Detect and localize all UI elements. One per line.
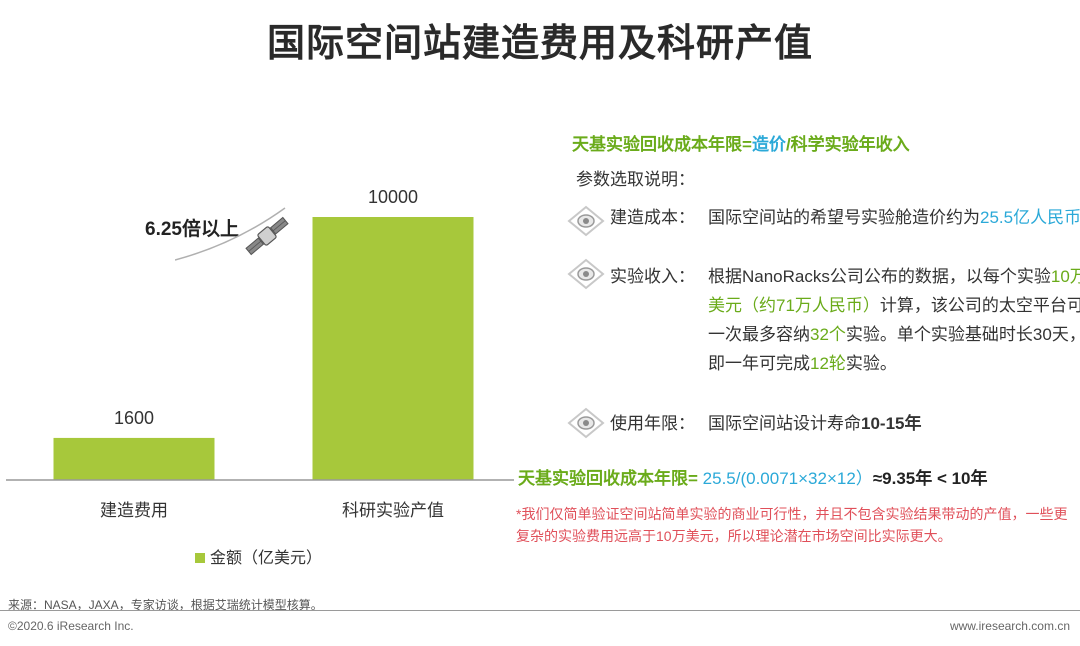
footer-divider bbox=[0, 610, 1080, 611]
legend-label: 金额（亿美元） bbox=[210, 549, 322, 567]
bar bbox=[53, 437, 215, 480]
category-label: 建造费用 bbox=[100, 501, 168, 520]
formula-income: 科学实验年收入 bbox=[790, 135, 910, 154]
diamond-bullet-icon bbox=[567, 258, 605, 290]
copyright: ©2020.6 iResearch Inc. bbox=[8, 619, 134, 633]
conclusion-calc: 25.5/(0.0071×32×12） bbox=[697, 469, 873, 488]
source-text: 来源：NASA，JAXA，专家访谈，根据艾瑞统计模型核算。 bbox=[8, 598, 323, 612]
data-label: 1600 bbox=[114, 408, 154, 428]
param-label: 使用年限： bbox=[610, 414, 695, 433]
website: www.iresearch.com.cn bbox=[949, 619, 1070, 633]
page-title: 国际空间站建造费用及科研产值 bbox=[266, 23, 813, 65]
conclusion-result: ≈9.35年 < 10年 bbox=[872, 469, 988, 488]
conclusion-label: 天基实验回收成本年限= bbox=[518, 469, 698, 488]
diamond-bullet-icon bbox=[567, 407, 605, 439]
param-text: 国际空间站设计寿命10-15年 bbox=[708, 414, 922, 433]
formula-cost: 造价 bbox=[751, 135, 786, 154]
param-text: 国际空间站的希望号实验舱造价约为25.5亿人民币 bbox=[708, 208, 1080, 227]
footnote: *我们仅简单验证空间站简单实验的商业可行性，并且不包含实验结果带动的产值，一些更… bbox=[516, 506, 1068, 544]
diamond-bullet-icon bbox=[567, 205, 605, 237]
ratio-annotation: 6.25倍以上 bbox=[145, 219, 239, 240]
params-heading: 参数选取说明： bbox=[576, 170, 695, 189]
formula-divider: / bbox=[785, 135, 791, 154]
conclusion: 天基实验回收成本年限= 25.5/(0.0071×32×12）≈9.35年 < … bbox=[518, 464, 988, 489]
formula: 天基实验回收成本年限=造价/科学实验年收入 bbox=[572, 130, 910, 155]
bar bbox=[312, 217, 474, 480]
param-label: 建造成本： bbox=[610, 208, 695, 227]
param-label: 实验收入： bbox=[610, 267, 695, 286]
satellite-icon bbox=[175, 207, 289, 261]
category-label: 科研实验产值 bbox=[342, 501, 444, 520]
data-label: 10000 bbox=[368, 187, 418, 207]
legend-swatch bbox=[195, 553, 205, 563]
formula-label: 天基实验回收成本年限= bbox=[572, 135, 752, 154]
param-text: 根据NanoRacks公司公布的数据，以每个实验10万美元（约71万人民币）计算… bbox=[708, 267, 1080, 373]
